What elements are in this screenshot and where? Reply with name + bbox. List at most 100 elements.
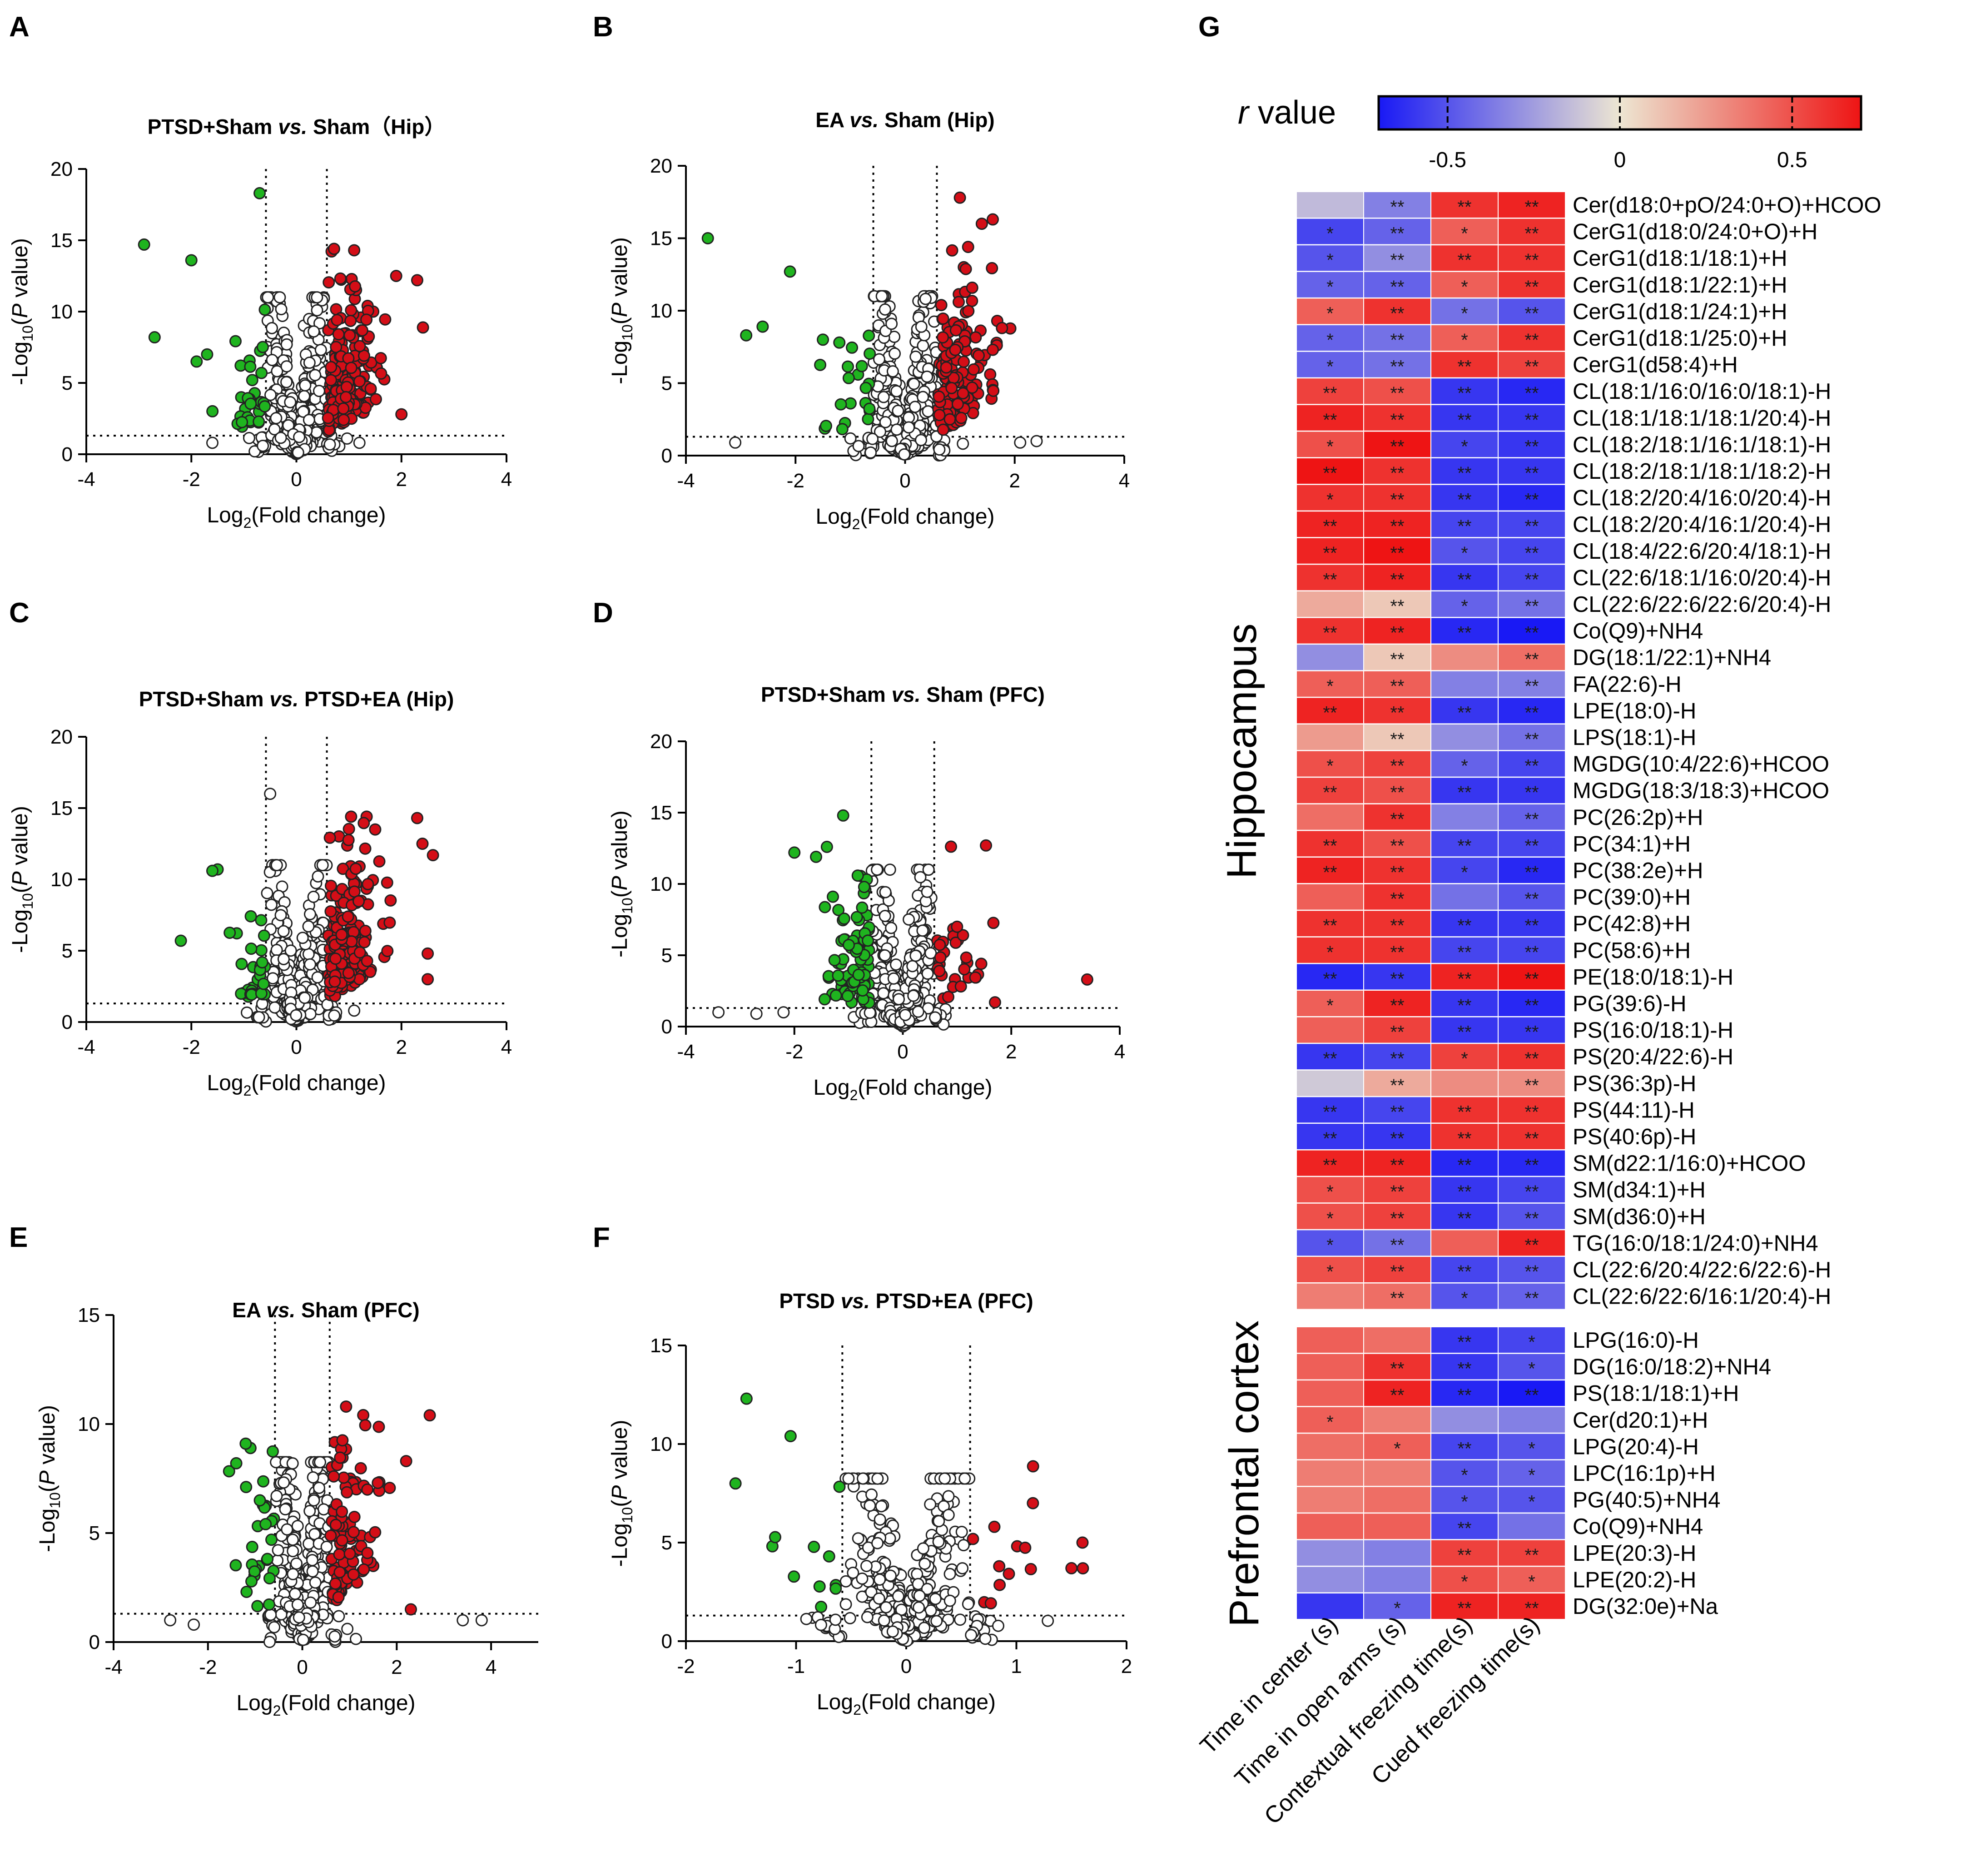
data-point-down xyxy=(856,984,869,997)
significance-mark: ** xyxy=(1524,410,1539,430)
data-point-ns xyxy=(266,322,278,334)
data-point-up xyxy=(342,910,354,923)
row-label: CL(22:6/22:6/22:6/20:4)-H xyxy=(1573,592,1831,617)
y-label-rest: value) xyxy=(608,810,632,876)
significance-mark: ** xyxy=(1323,570,1337,590)
significance-mark: ** xyxy=(1390,224,1404,244)
data-point-down xyxy=(253,187,266,199)
row-label: Co(Q9)+NH4 xyxy=(1573,619,1703,644)
y-label-open: ( xyxy=(608,317,632,324)
heatmap-row: * ** * LPG(20:4)-H xyxy=(1297,1434,1699,1459)
heatmap-cell xyxy=(1297,645,1363,670)
heatmap-cell xyxy=(1364,1540,1430,1566)
heatmap-cell xyxy=(1364,1460,1430,1486)
data-point-up xyxy=(331,314,343,327)
significance-mark: ** xyxy=(1524,383,1539,403)
data-point-up xyxy=(361,955,373,968)
data-point-down xyxy=(842,938,855,951)
x-tick-label: 0 xyxy=(897,1041,908,1063)
data-point-down xyxy=(833,336,846,349)
data-point-down xyxy=(240,1481,253,1494)
significance-mark: * xyxy=(1461,277,1468,297)
data-point-ns xyxy=(864,1007,876,1019)
significance-mark: ** xyxy=(1457,357,1471,377)
data-point-up xyxy=(334,272,347,285)
x-tick-label: 4 xyxy=(501,468,512,491)
data-point-ns xyxy=(341,1623,354,1635)
significance-mark: ** xyxy=(1524,437,1539,457)
row-label: CL(18:2/18:1/16:1/18:1)-H xyxy=(1573,432,1831,457)
data-point-up xyxy=(381,945,394,958)
significance-mark: ** xyxy=(1524,1545,1539,1565)
heatmap-cell xyxy=(1297,1283,1363,1309)
y-tick-label: 15 xyxy=(650,228,672,250)
row-label: CerG1(d18:1/22:1)+H xyxy=(1573,273,1787,298)
row-label: PC(34:1)+H xyxy=(1573,832,1691,856)
data-point-up xyxy=(975,958,988,970)
significance-mark: * xyxy=(1326,943,1334,963)
data-point-up xyxy=(349,863,362,875)
heatmap-cell xyxy=(1431,671,1498,697)
significance-mark: ** xyxy=(1457,783,1471,803)
row-label: CerG1(d18:0/24:0+O)+H xyxy=(1573,220,1817,244)
data-point-down xyxy=(244,910,257,923)
data-point-ns xyxy=(274,432,287,444)
colorbar-tick-label: -0.5 xyxy=(1429,148,1466,172)
significance-mark: * xyxy=(1326,1209,1334,1229)
data-point-up xyxy=(342,834,355,846)
data-point-ns xyxy=(164,1614,177,1627)
data-point-ns xyxy=(933,443,946,456)
title-part: vs. xyxy=(849,108,879,132)
data-point-ns xyxy=(1042,1614,1054,1627)
significance-mark: ** xyxy=(1457,1519,1471,1539)
data-point-up xyxy=(988,1520,1001,1533)
data-point-ns xyxy=(320,1540,333,1553)
data-point-ns xyxy=(311,304,323,317)
data-point-up xyxy=(338,1471,350,1484)
data-point-up xyxy=(422,973,434,986)
data-point-up xyxy=(1081,973,1093,986)
row-label: Co(Q9)+NH4 xyxy=(1573,1514,1703,1539)
y-tick-label: 0 xyxy=(62,443,73,466)
significance-mark: ** xyxy=(1457,463,1471,483)
significance-mark: ** xyxy=(1390,1235,1404,1255)
data-point-up xyxy=(383,916,396,929)
data-point-up xyxy=(400,1455,412,1468)
data-point-down xyxy=(201,348,213,361)
y-tick-label: 0 xyxy=(89,1631,100,1653)
data-point-down xyxy=(827,890,839,903)
volcano-panel-A: A PTSD+Sham vs. Sham（Hip） -4 -2 0 2 4 0 5 10 15 20 L… xyxy=(8,11,512,531)
data-point-ns xyxy=(912,1005,924,1018)
y-label-sub: 10 xyxy=(619,324,635,341)
data-point-ns xyxy=(814,1618,827,1631)
significance-mark: ** xyxy=(1390,383,1404,403)
data-point-up xyxy=(349,280,362,293)
colorbar-tick-label: 0 xyxy=(1614,148,1626,172)
significance-mark: ** xyxy=(1457,250,1471,270)
data-point-up xyxy=(958,963,971,976)
volcano-panel-B: BEA vs. Sham (Hip)-4 -2 0 2 405101520Log2(Fo… xyxy=(593,11,1130,532)
data-point-down xyxy=(808,1540,820,1553)
data-point-up xyxy=(348,244,361,257)
row-label: LPE(18:0)-H xyxy=(1573,699,1696,723)
data-point-ns xyxy=(257,439,269,452)
row-label: CL(22:6/20:4/22:6/22:6)-H xyxy=(1573,1258,1831,1282)
data-point-down xyxy=(856,901,869,914)
heatmap-cell xyxy=(1297,1380,1363,1406)
data-point-ns xyxy=(313,385,325,397)
heatmap-row: * ** * ** CerG1(d18:1/24:1)+H xyxy=(1297,298,1787,324)
data-point-down xyxy=(819,901,831,913)
data-point-ns xyxy=(298,992,311,1004)
data-point-up xyxy=(984,1597,997,1610)
x-label-rest: (Fold change) xyxy=(251,1071,386,1095)
data-point-ns xyxy=(864,1499,876,1512)
heatmap-row: ** ** ** ** PC(34:1)+H xyxy=(1297,831,1691,857)
data-point-ns xyxy=(930,1615,943,1628)
panel-label: G xyxy=(1198,11,1220,43)
heatmap-row: ** ** PS(36:3p)-H xyxy=(1297,1070,1696,1096)
data-point-ns xyxy=(297,405,310,418)
data-point-up xyxy=(1003,1568,1015,1580)
data-point-ns xyxy=(268,1621,281,1633)
data-point-up xyxy=(344,314,357,327)
data-point-down xyxy=(823,1550,835,1563)
